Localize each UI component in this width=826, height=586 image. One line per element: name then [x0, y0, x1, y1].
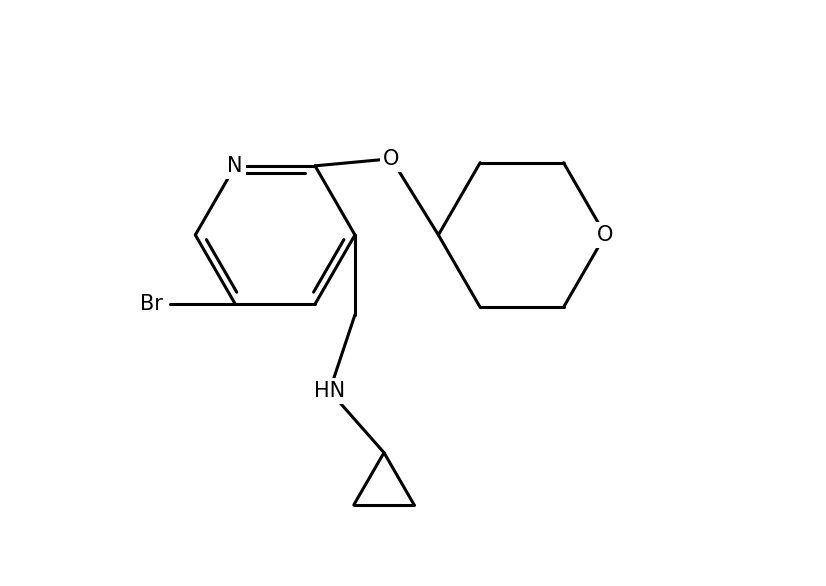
Text: N: N	[227, 156, 243, 176]
Text: O: O	[383, 149, 400, 169]
Text: HN: HN	[314, 381, 345, 401]
Text: Br: Br	[140, 294, 163, 314]
Text: O: O	[597, 225, 614, 245]
